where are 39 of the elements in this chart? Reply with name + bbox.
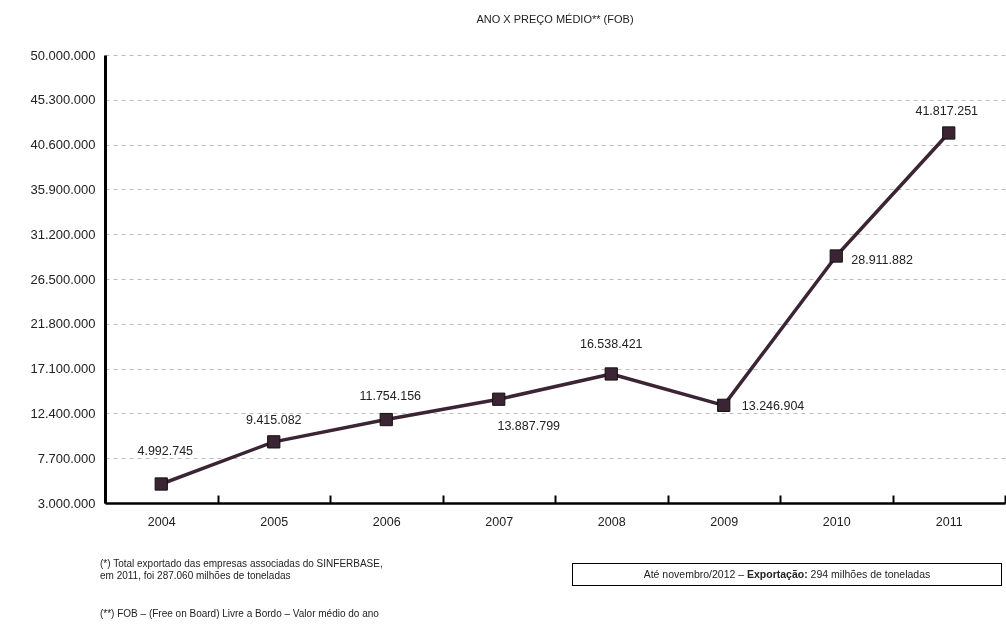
- data-label: 13.246.904: [741, 399, 805, 414]
- point: [604, 367, 618, 381]
- data-label: 16.538.421: [579, 336, 643, 351]
- y-tick-label: 3.000.000: [37, 495, 96, 511]
- x-tick-label: 2008: [597, 514, 626, 529]
- y-tick-label: 7.700.000: [37, 450, 96, 466]
- data-label: 28.911.882: [851, 253, 913, 268]
- y-tick-label: 35.900.000: [30, 181, 96, 197]
- framed-note: Até novembro/2012 – Exportação: 294 milhões de toneladas: [572, 563, 1002, 586]
- x-tick-label: 2004: [147, 514, 176, 529]
- point: [829, 249, 843, 263]
- point: [154, 477, 168, 491]
- point: [492, 392, 506, 406]
- y-tick-label: 45.300.000: [30, 92, 96, 108]
- y-tick-label: 12.400.000: [30, 405, 96, 421]
- data-label: 13.887.799: [497, 419, 561, 434]
- x-tick-label: 2007: [485, 514, 514, 529]
- point: [267, 435, 281, 449]
- x-tick-label: 2009: [710, 514, 739, 529]
- x-tick-label: 2010: [822, 514, 851, 529]
- y-tick-label: 50.000.000: [30, 47, 96, 63]
- y-tick-label: 40.600.000: [30, 137, 96, 153]
- text: (**) FOB – (Free on Board) Livre a Bordo – Valor médio do ano: [100, 608, 379, 620]
- x-tick-label: 2006: [372, 514, 401, 529]
- y-tick-label: 21.800.000: [30, 316, 96, 332]
- point: [717, 398, 731, 412]
- data-label: 41.817.251: [915, 104, 979, 118]
- text: (*) Total exportado das empresas associadas do SINFERBASE, em 2011, foi 287.060 milhões de toneladas: [100, 558, 383, 582]
- point: [379, 412, 393, 427]
- data-label: 4.992.745: [137, 444, 194, 459]
- y-tick-label: 31.200.000: [30, 226, 96, 242]
- x-tick-label: 2011: [935, 514, 963, 529]
- chart-title: ANO X PREÇO MÉDIO** (FOB): [476, 13, 634, 25]
- point: [942, 126, 956, 140]
- x-tick-label: 2005: [260, 514, 289, 529]
- y-tick-label: 26.500.000: [30, 271, 96, 287]
- data-label: 11.754.156: [359, 388, 422, 403]
- data-label: 9.415.082: [245, 412, 302, 427]
- y-tick-label: 17.100.000: [30, 361, 96, 377]
